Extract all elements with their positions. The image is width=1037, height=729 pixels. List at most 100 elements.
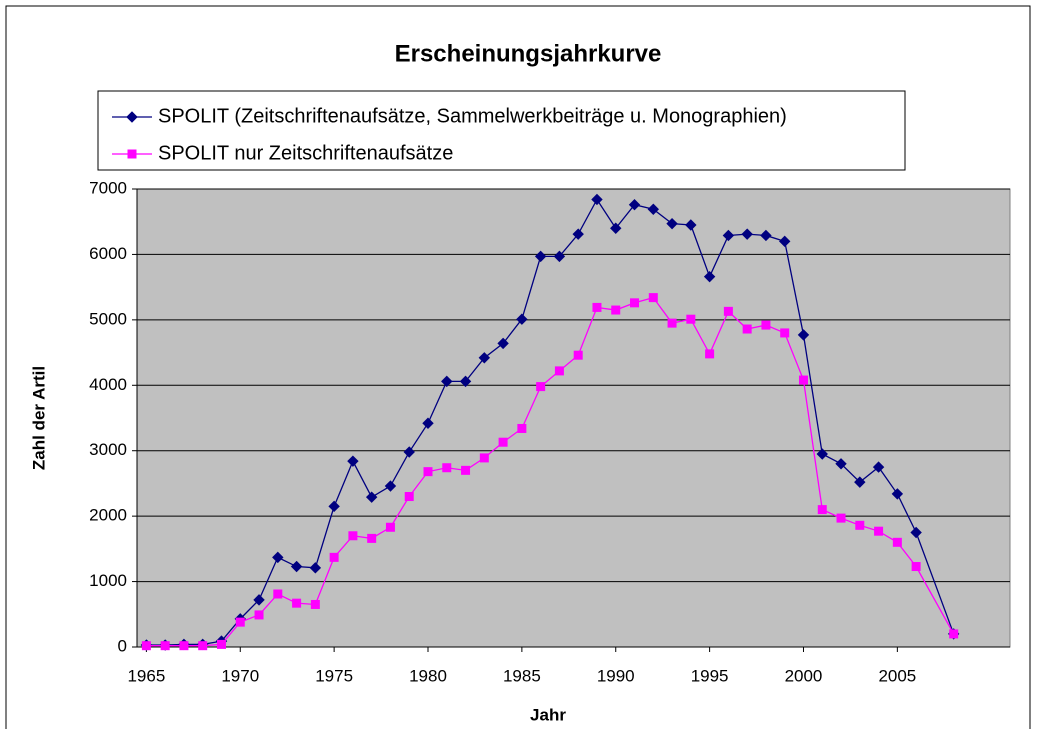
point: [854, 476, 866, 488]
point: [817, 505, 827, 515]
point: [949, 629, 959, 639]
point: [517, 423, 527, 433]
point: [874, 526, 884, 536]
point: [911, 562, 921, 572]
point: [685, 219, 697, 231]
point: [855, 520, 865, 530]
point: [742, 324, 752, 334]
legend-label: SPOLIT (Zeitschriftenaufsätze, Sammelwer…: [158, 105, 787, 127]
point: [722, 229, 735, 242]
x-tick-label: 1985: [503, 666, 541, 685]
point: [461, 465, 471, 475]
x-tick-label: 1990: [597, 666, 635, 685]
chart-title: Erscheinungsjahrkurve: [395, 40, 662, 67]
point: [780, 328, 790, 338]
point: [442, 463, 452, 473]
legend-label: SPOLIT nur Zeitschriftenaufsätze: [158, 142, 453, 164]
point: [705, 349, 715, 359]
point: [254, 610, 264, 620]
point: [347, 455, 359, 467]
x-tick-label: 1965: [127, 666, 165, 685]
point: [628, 198, 641, 211]
point: [441, 375, 453, 388]
point: [422, 417, 434, 429]
point: [572, 228, 584, 240]
point: [367, 533, 377, 543]
point: [127, 149, 137, 159]
point: [141, 641, 151, 651]
x-tick-label: 1995: [691, 666, 729, 685]
point: [816, 448, 828, 460]
point: [703, 270, 716, 283]
x-tick-label: 2005: [878, 666, 916, 685]
point: [592, 302, 602, 312]
point: [365, 491, 378, 503]
point: [872, 461, 885, 473]
y-tick-label: 4000: [89, 375, 127, 394]
point: [198, 641, 208, 651]
point: [385, 522, 395, 532]
point: [310, 599, 320, 609]
point: [534, 250, 547, 263]
point: [329, 552, 339, 562]
point: [667, 318, 677, 328]
point: [272, 551, 284, 564]
point: [404, 492, 414, 502]
point: [554, 366, 564, 376]
point: [836, 513, 846, 523]
point: [610, 222, 622, 234]
point: [760, 229, 772, 242]
point: [328, 500, 340, 513]
point: [835, 458, 847, 470]
point: [666, 217, 678, 230]
point: [459, 375, 472, 388]
x-tick-label: 1980: [409, 666, 447, 685]
point: [910, 526, 922, 539]
point: [686, 314, 696, 324]
y-tick-label: 2000: [89, 506, 127, 525]
point: [253, 594, 265, 606]
point: [892, 537, 902, 547]
point: [497, 337, 509, 350]
point: [723, 306, 733, 316]
point: [611, 305, 621, 315]
point: [647, 203, 659, 215]
point: [553, 250, 566, 263]
y-tick-label: 6000: [89, 244, 127, 263]
point: [216, 639, 226, 649]
point: [516, 313, 528, 325]
point: [648, 293, 658, 303]
legend-box: [97, 90, 906, 171]
point: [797, 329, 810, 341]
y-tick-label: 1000: [89, 571, 127, 590]
y-axis-label: Zahl der Artil: [29, 366, 48, 470]
point: [761, 320, 771, 330]
x-tick-label: 1970: [221, 666, 259, 685]
point: [423, 467, 433, 477]
point: [536, 382, 546, 392]
point: [478, 352, 491, 364]
point: [273, 589, 283, 599]
x-axis-label: Jahr: [530, 705, 566, 724]
point: [630, 298, 640, 308]
point: [126, 111, 138, 123]
point: [290, 560, 303, 573]
point: [160, 641, 170, 651]
point: [573, 350, 583, 360]
point: [309, 562, 322, 574]
point: [591, 193, 603, 206]
point: [779, 235, 791, 248]
point: [891, 488, 904, 500]
point: [384, 480, 397, 492]
point: [348, 531, 358, 541]
point: [798, 375, 808, 385]
x-tick-label: 2000: [785, 666, 823, 685]
y-tick-label: 3000: [89, 440, 127, 459]
point: [235, 617, 245, 627]
point: [498, 437, 508, 447]
y-tick-label: 0: [118, 636, 127, 655]
point: [292, 598, 302, 608]
point: [741, 228, 753, 240]
x-tick-label: 1975: [315, 666, 353, 685]
